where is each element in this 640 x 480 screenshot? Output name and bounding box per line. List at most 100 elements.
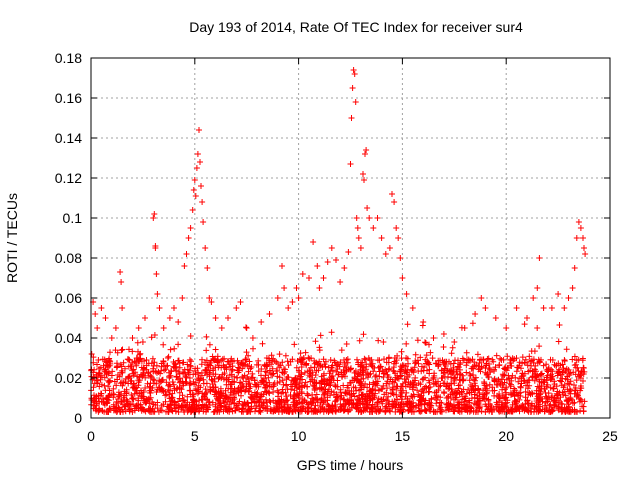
data-point xyxy=(110,401,117,408)
data-point xyxy=(282,389,289,396)
data-point xyxy=(564,405,571,412)
data-point xyxy=(276,405,283,412)
data-point xyxy=(440,344,447,350)
data-point xyxy=(271,380,278,387)
data-point xyxy=(369,408,375,415)
data-point xyxy=(560,384,567,391)
data-point xyxy=(126,346,132,353)
data-point xyxy=(518,380,525,387)
data-point xyxy=(548,305,555,311)
data-point xyxy=(268,370,274,377)
data-point xyxy=(420,319,427,325)
data-point xyxy=(257,409,264,415)
data-point xyxy=(128,377,135,384)
data-point xyxy=(401,370,408,377)
data-point xyxy=(501,365,508,372)
data-point xyxy=(131,390,138,397)
data-point xyxy=(461,325,468,331)
data-point xyxy=(402,393,409,400)
data-point xyxy=(107,377,114,384)
data-point xyxy=(511,387,518,394)
data-point xyxy=(461,395,468,402)
data-point xyxy=(266,311,273,317)
data-point xyxy=(404,373,411,380)
data-point xyxy=(182,373,189,380)
data-point xyxy=(386,245,393,251)
data-point xyxy=(418,401,425,408)
data-point xyxy=(135,397,142,404)
data-point xyxy=(298,400,305,407)
data-point xyxy=(476,365,483,372)
data-point xyxy=(398,355,405,362)
data-point xyxy=(243,325,250,331)
data-point xyxy=(383,397,389,404)
data-point xyxy=(372,381,378,388)
data-point xyxy=(320,398,327,405)
data-point xyxy=(398,401,405,408)
data-point xyxy=(235,386,241,393)
data-point xyxy=(422,339,428,346)
data-point xyxy=(425,377,432,384)
data-point xyxy=(107,360,114,367)
data-point xyxy=(380,339,387,345)
data-point xyxy=(248,364,255,370)
data-point xyxy=(550,385,557,392)
data-point xyxy=(510,357,517,364)
data-point xyxy=(93,371,100,378)
y-tick-label: 0.02 xyxy=(55,370,82,386)
data-point xyxy=(377,364,383,371)
data-point xyxy=(353,400,360,407)
data-point xyxy=(570,369,577,376)
data-point xyxy=(466,377,473,384)
data-point xyxy=(312,402,319,409)
data-point xyxy=(173,367,180,374)
data-point xyxy=(151,377,158,384)
data-point xyxy=(545,365,552,371)
data-point xyxy=(185,369,192,376)
data-point xyxy=(367,387,374,394)
data-point xyxy=(376,357,383,364)
data-point xyxy=(269,365,276,372)
data-point xyxy=(106,405,113,412)
data-point xyxy=(391,355,398,361)
data-point xyxy=(455,364,462,371)
data-point xyxy=(119,305,126,311)
data-point xyxy=(114,408,121,415)
data-point xyxy=(346,407,353,413)
data-point xyxy=(395,375,402,382)
data-point xyxy=(190,378,197,385)
data-point xyxy=(141,397,148,404)
data-point xyxy=(450,360,457,367)
data-point xyxy=(126,356,133,363)
data-point xyxy=(175,341,182,348)
data-point xyxy=(536,255,543,261)
data-point xyxy=(554,388,561,395)
data-point xyxy=(151,211,158,217)
data-point xyxy=(94,377,101,384)
data-point xyxy=(418,368,425,375)
data-point xyxy=(563,397,570,404)
data-point xyxy=(534,383,541,390)
data-point xyxy=(258,372,264,379)
data-point xyxy=(153,362,160,369)
data-point xyxy=(581,245,587,251)
data-point xyxy=(202,366,209,373)
data-point xyxy=(171,345,178,352)
data-point xyxy=(344,359,351,366)
data-point xyxy=(295,367,302,374)
data-point xyxy=(463,390,470,397)
data-point xyxy=(138,393,145,400)
data-point xyxy=(518,365,524,372)
data-point xyxy=(478,408,485,415)
data-point xyxy=(360,331,367,338)
data-point xyxy=(105,393,112,400)
data-point xyxy=(451,402,457,409)
data-point xyxy=(484,356,491,362)
data-point xyxy=(281,407,288,414)
data-point xyxy=(204,406,211,412)
data-point xyxy=(189,391,196,398)
data-point xyxy=(303,360,310,367)
data-point xyxy=(334,383,341,390)
data-point xyxy=(344,384,351,391)
data-point xyxy=(193,165,200,171)
